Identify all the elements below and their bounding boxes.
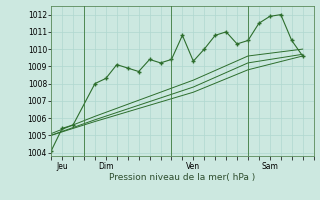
X-axis label: Pression niveau de la mer( hPa ): Pression niveau de la mer( hPa ) (109, 173, 256, 182)
